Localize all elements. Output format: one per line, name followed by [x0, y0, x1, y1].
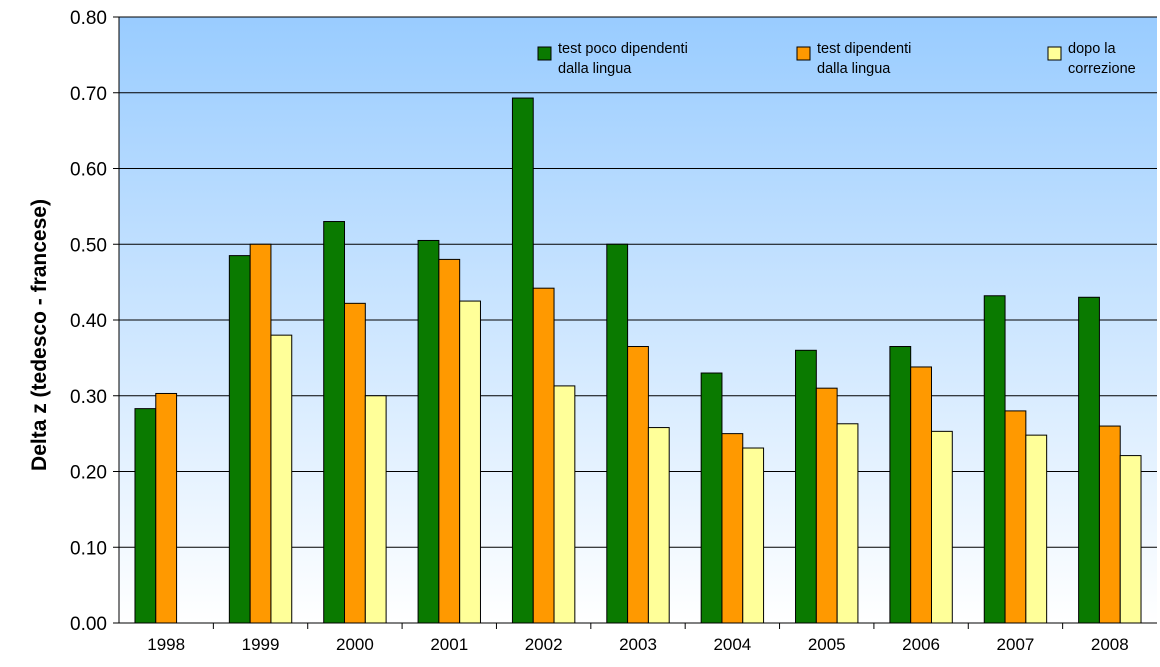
bar [627, 346, 649, 624]
bar [134, 408, 157, 624]
x-tick-label: 1999 [242, 635, 280, 654]
legend-swatch [796, 46, 811, 61]
y-tick-labels: 0.00 0.10 0.20 0.30 0.40 0.50 0.60 0.70 0.80 [70, 8, 107, 635]
bar [1004, 410, 1027, 624]
bar [815, 387, 838, 624]
y-tick-label: 0.70 [70, 84, 107, 105]
bar [228, 255, 251, 624]
bar [417, 239, 440, 624]
bar [532, 287, 555, 624]
x-tick-label: 2000 [336, 635, 374, 654]
legend-label: dalla lingua [817, 61, 891, 77]
y-tick-label: 0.00 [70, 614, 107, 635]
x-tick-label: 1998 [147, 635, 185, 654]
bar [700, 372, 723, 624]
bar [910, 366, 932, 624]
x-tick-label: 2002 [525, 635, 563, 654]
x-tick-label: 2008 [1091, 635, 1129, 654]
bar [889, 346, 912, 624]
bar [742, 447, 765, 624]
bar [155, 392, 178, 624]
bar [364, 395, 387, 624]
y-tick-label: 0.30 [70, 387, 107, 408]
legend-label: test poco dipendenti [558, 41, 688, 57]
bar [553, 385, 576, 624]
bar [836, 423, 859, 624]
bar [438, 258, 461, 624]
bar [270, 334, 293, 624]
y-tick-label: 0.50 [70, 235, 107, 256]
x-tick-label: 2005 [808, 635, 846, 654]
bar [1025, 434, 1048, 624]
bar [459, 300, 481, 624]
bar [323, 221, 346, 624]
legend-label: correzione [1068, 61, 1136, 77]
y-tick-label: 0.80 [70, 8, 107, 29]
y-tick-label: 0.40 [70, 311, 107, 332]
y-tick-label: 0.60 [70, 160, 107, 181]
bar [249, 243, 272, 624]
x-tick-labels: 1998 1999 2000 2001 2002 2003 2004 2005 2006 2007… [147, 635, 1128, 654]
bar [606, 243, 629, 624]
y-tick-label: 0.10 [70, 538, 107, 559]
axes [113, 16, 1157, 629]
bar [1078, 296, 1100, 624]
x-tick-label: 2007 [997, 635, 1035, 654]
bar [983, 295, 1006, 624]
bar [647, 427, 670, 624]
x-tick-label: 2006 [902, 635, 940, 654]
legend-label: dopo la [1068, 41, 1117, 57]
y-axis-title: Delta z (tedesco - francese) [28, 199, 51, 471]
legend-swatch [537, 46, 552, 61]
x-tick-label: 2001 [430, 635, 468, 654]
legend-label: test dipendenti [817, 41, 911, 57]
bar [1098, 425, 1121, 624]
bar [1119, 455, 1142, 624]
legend: test poco dipendenti dalla lingua test dip… [537, 41, 1136, 77]
bar [511, 97, 534, 624]
bar [795, 349, 817, 624]
bar [930, 430, 953, 624]
x-tick-label: 2004 [713, 635, 751, 654]
x-tick-label: 2003 [619, 635, 657, 654]
y-tick-label: 0.20 [70, 463, 107, 484]
legend-label: dalla lingua [558, 61, 632, 77]
bar [344, 302, 366, 624]
bar [721, 433, 744, 624]
legend-swatch [1047, 46, 1062, 61]
